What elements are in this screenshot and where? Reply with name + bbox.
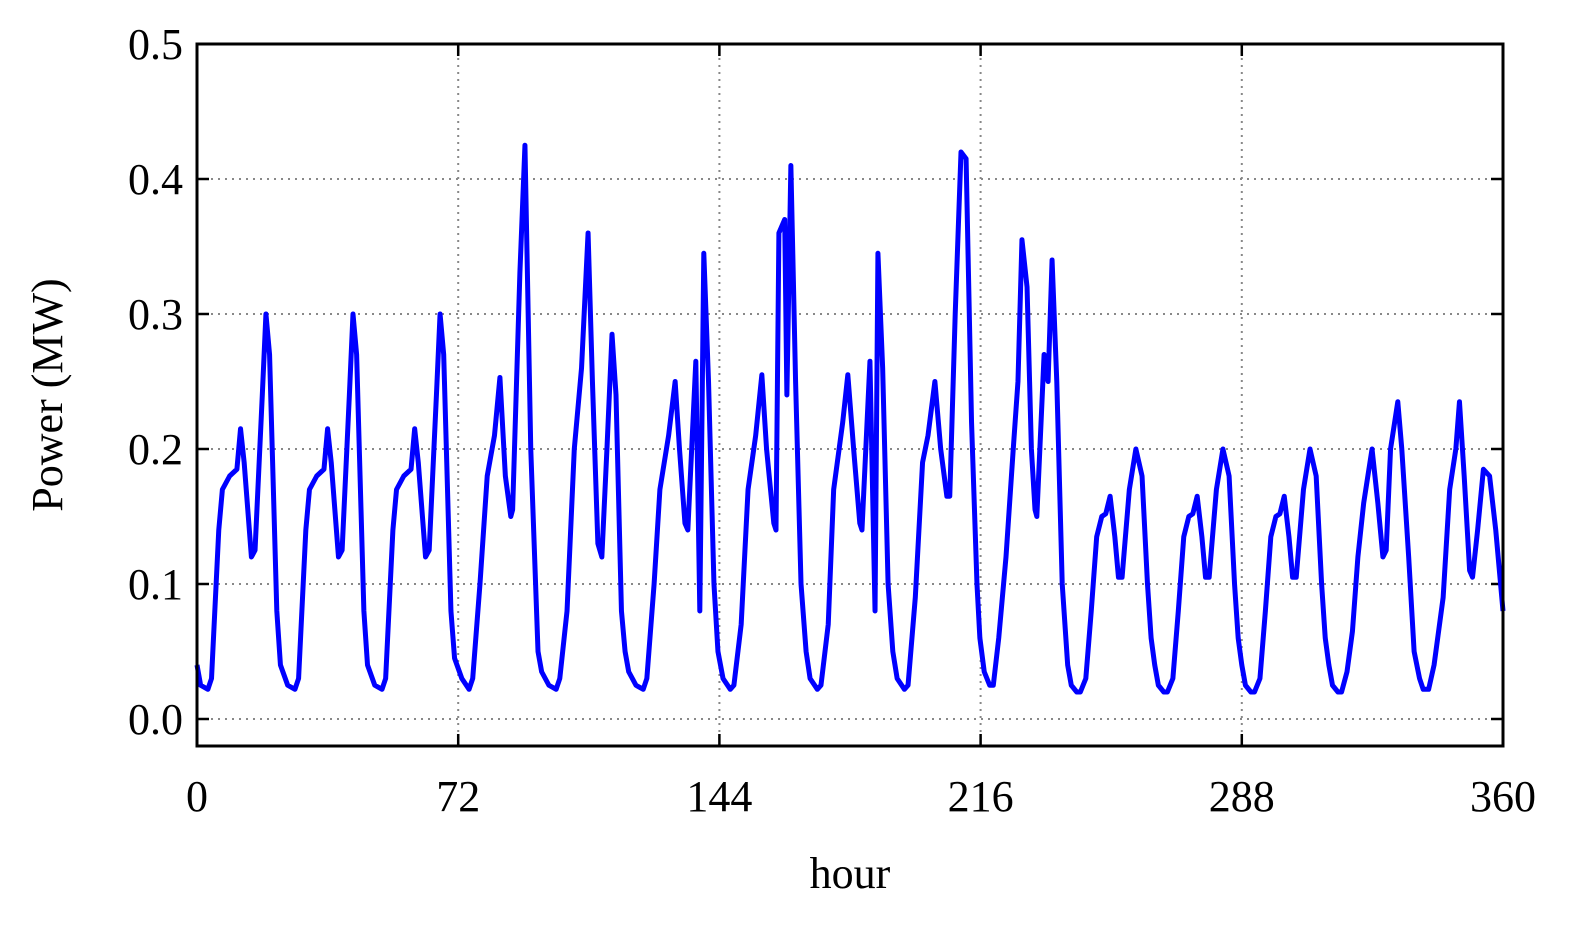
y-tick-label: 0.0: [128, 695, 183, 744]
y-axis-label: Power (MW): [23, 278, 72, 511]
y-tick-label: 0.5: [128, 20, 183, 69]
x-tick-label: 288: [1209, 772, 1275, 821]
plot-frame: [195, 42, 1505, 748]
x-axis-label: hour: [810, 849, 891, 898]
y-tick-label: 0.1: [128, 560, 183, 609]
x-tick-label: 144: [686, 772, 752, 821]
x-tick-label: 216: [948, 772, 1014, 821]
y-tick-label: 0.2: [128, 425, 183, 474]
x-tick-label: 360: [1470, 772, 1536, 821]
data-line: [194, 142, 1506, 695]
y-tick-label: 0.3: [128, 290, 183, 339]
x-tick-label: 0: [186, 772, 208, 821]
x-tick-label: 72: [436, 772, 480, 821]
y-tick-label: 0.4: [128, 155, 183, 204]
